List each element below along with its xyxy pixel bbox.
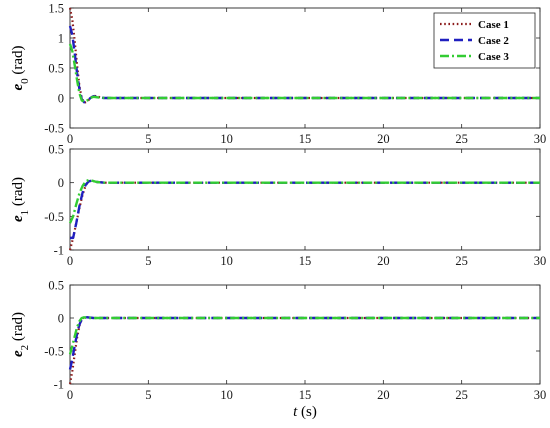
x-tick-label: 30 <box>534 132 547 146</box>
y-axis-unit: (rad) <box>10 312 26 345</box>
plot-frame <box>69 284 541 385</box>
x-axis-unit: (s) <box>297 404 317 420</box>
legend-label-1: Case 1 <box>478 19 509 31</box>
x-tick-label: 25 <box>455 254 468 268</box>
x-tick-label: 25 <box>455 132 468 146</box>
y-axis-unit: (rad) <box>10 45 26 78</box>
y-tick-label: 0.5 <box>48 279 64 293</box>
series-line-2 <box>70 179 540 240</box>
y-tick-label: -1 <box>54 244 64 258</box>
x-tick-label: 25 <box>455 388 468 402</box>
x-axis-var: t <box>293 404 298 420</box>
y-tick-label: 0 <box>58 176 64 190</box>
y-tick-label: -0.5 <box>44 345 64 359</box>
y-axis-unit: (rad) <box>10 177 26 210</box>
x-tick-label: 10 <box>220 388 233 402</box>
x-tick-label: 15 <box>299 388 312 402</box>
y-tick-label: 0 <box>58 312 64 326</box>
x-tick-label: 15 <box>299 254 312 268</box>
x-tick-label: 30 <box>534 388 547 402</box>
x-tick-label: 5 <box>145 388 151 402</box>
legend: Case 1 Case 2 Case 3 <box>433 12 536 69</box>
x-tick-label: 15 <box>299 132 312 146</box>
series-line-1 <box>68 316 540 385</box>
y-axis-subscript: 1 <box>19 210 31 216</box>
x-tick-label: 5 <box>145 254 151 268</box>
x-tick-label: 0 <box>67 132 73 146</box>
series-line-3 <box>68 178 540 224</box>
y-tick-label: 1.5 <box>48 2 64 16</box>
y-tick-label: -1 <box>54 378 64 392</box>
x-tick-label: 30 <box>534 254 547 268</box>
x-tick-label: 0 <box>67 254 73 268</box>
x-tick-label: 20 <box>377 388 390 402</box>
y-axis-var: e <box>10 215 26 222</box>
y-axis-subscript: 2 <box>19 345 31 351</box>
y-axis-var: e <box>10 84 26 91</box>
series-line-1 <box>68 179 540 251</box>
subplot-0: 0 5 10 15 20 25 30-0.500.511.5e0 (rad) <box>10 2 546 147</box>
y-tick-label: 0.5 <box>48 143 64 157</box>
legend-label-2: Case 2 <box>478 35 509 47</box>
x-tick-label: 10 <box>220 132 233 146</box>
y-axis-label: e0 (rad) <box>10 45 31 90</box>
subplot-1: 0 5 10 15 20 25 30 -1 -0.5 0 0.5 e1 (rad) <box>10 143 546 269</box>
legend-label-3: Case 3 <box>478 51 509 63</box>
y-axis-var: e <box>10 350 26 357</box>
y-tick-label: -0.5 <box>44 122 64 136</box>
y-axis-subscript: 0 <box>19 78 31 84</box>
series-line-3 <box>68 316 540 355</box>
x-axis-label: t (s) <box>293 404 317 420</box>
series-line-3 <box>68 43 540 103</box>
legend-box <box>433 12 536 69</box>
x-tick-label: 20 <box>377 254 390 268</box>
series-line-2 <box>68 316 540 370</box>
x-tick-label: 0 <box>67 388 73 402</box>
y-axis-label: e1 (rad) <box>10 177 31 222</box>
y-tick-label: 0 <box>58 92 64 106</box>
y-tick-label: 1 <box>58 32 64 46</box>
y-tick-label: -0.5 <box>44 210 64 224</box>
x-tick-label: 20 <box>377 132 390 146</box>
x-tick-label: 5 <box>145 132 151 146</box>
plot-frame <box>69 148 541 251</box>
y-axis-label: e2 (rad) <box>10 312 31 357</box>
x-tick-label: 10 <box>220 254 233 268</box>
subplot-group: 0 5 10 15 20 25 30-0.500.511.5e0 (rad)0 5 10 15 20… <box>10 2 546 403</box>
y-tick-label: 0.5 <box>48 62 64 76</box>
subplot-2: 0 5 10 15 20 25 30 -1 -0.5 0 0.5 e2 (rad) <box>10 279 546 403</box>
